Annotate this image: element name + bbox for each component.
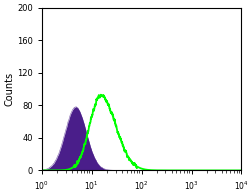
Y-axis label: Counts: Counts xyxy=(4,72,14,106)
